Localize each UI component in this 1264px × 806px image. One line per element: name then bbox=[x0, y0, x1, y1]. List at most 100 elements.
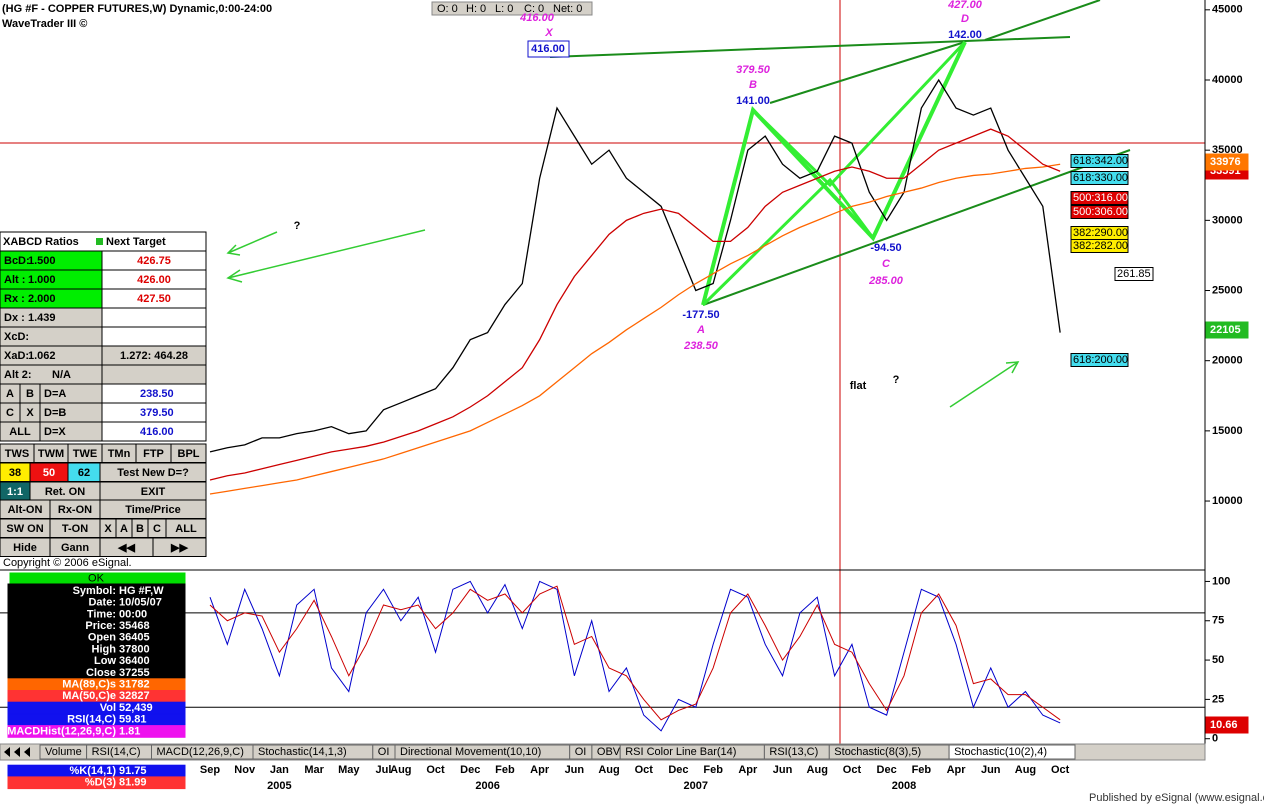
tab-label[interactable]: Stochastic(8(3),5) bbox=[834, 746, 921, 758]
data-label: Date: bbox=[88, 597, 116, 609]
abcd-legs bbox=[701, 41, 967, 306]
tab-scroll[interactable] bbox=[24, 747, 30, 757]
button-label[interactable]: SW ON bbox=[6, 523, 43, 535]
button-label[interactable]: Alt-ON bbox=[8, 504, 43, 516]
button-label[interactable]: ALL bbox=[175, 523, 197, 535]
button-label[interactable]: EXIT bbox=[141, 486, 166, 498]
data-label: Open bbox=[88, 632, 116, 644]
button-label[interactable]: Time/Price bbox=[125, 504, 180, 516]
tab-label[interactable]: OI bbox=[378, 746, 390, 758]
button-label[interactable]: TWS bbox=[5, 448, 29, 460]
ac-line bbox=[702, 149, 1131, 306]
x-tick-label: May bbox=[338, 764, 360, 776]
button-label[interactable]: Rx-ON bbox=[58, 504, 92, 516]
data-label: MACDHist(12,26,9,C) bbox=[7, 725, 116, 737]
target-button-label[interactable]: B bbox=[26, 388, 34, 400]
tab-scroll[interactable] bbox=[4, 747, 10, 757]
target-button-label[interactable]: ALL bbox=[9, 426, 31, 438]
tab-label[interactable]: OBV bbox=[597, 746, 621, 758]
button-label[interactable]: TMn bbox=[108, 448, 131, 460]
button-label[interactable]: BPL bbox=[178, 448, 200, 460]
button-label[interactable]: Gann bbox=[61, 542, 89, 554]
x-tick-label: Apr bbox=[738, 764, 758, 776]
x-tick-label: Jun bbox=[773, 764, 793, 776]
year-label: 2008 bbox=[892, 780, 916, 792]
year-label: 2006 bbox=[475, 780, 499, 792]
pattern-label: -177.50 bbox=[682, 309, 719, 321]
tab-label[interactable]: Stochastic(14,1,3) bbox=[258, 746, 347, 758]
button[interactable] bbox=[152, 537, 207, 557]
chart-subtitle: WaveTrader III © bbox=[2, 18, 87, 30]
x-tick-label: Aug bbox=[807, 764, 828, 776]
pattern-label: -94.50 bbox=[870, 242, 901, 254]
button-label[interactable]: TWE bbox=[73, 448, 97, 460]
button-label[interactable]: Test New D=? bbox=[117, 467, 189, 479]
y-tick-label: 100 bbox=[1212, 575, 1230, 587]
note: ? bbox=[294, 220, 301, 232]
status-bar bbox=[431, 1, 593, 16]
button-label[interactable]: ▶▶ bbox=[170, 542, 188, 554]
data-label: RSI(14,C) bbox=[67, 714, 116, 726]
button-label[interactable]: TWM bbox=[38, 448, 64, 460]
footer: Published by eSignal (www.esignal.com) bbox=[1089, 792, 1264, 804]
tab-label[interactable]: RSI(14,C) bbox=[92, 746, 141, 758]
pattern-lines bbox=[549, 0, 1131, 306]
tab-scroll[interactable] bbox=[14, 747, 20, 757]
data-label: Time: bbox=[87, 608, 116, 620]
ratio-label: Rx : bbox=[4, 293, 25, 305]
button-label[interactable]: 1:1 bbox=[7, 486, 23, 498]
price-line bbox=[209, 128, 1061, 481]
year-label: 2005 bbox=[267, 780, 291, 792]
tab-label[interactable]: Stochastic(10(2),4) bbox=[954, 746, 1047, 758]
button-label[interactable]: FTP bbox=[143, 448, 164, 460]
data-label: Vol bbox=[100, 702, 116, 714]
button-label[interactable]: 62 bbox=[78, 467, 90, 479]
status-field: L: 0 bbox=[495, 3, 513, 15]
ratio-label: XcD: bbox=[4, 331, 29, 343]
x-tick-label: Sep bbox=[200, 764, 220, 776]
pattern-label: B bbox=[749, 79, 757, 91]
target-button-label[interactable]: D=X bbox=[44, 426, 66, 438]
fib-label: 618:330.00 bbox=[1073, 172, 1128, 184]
fib-box bbox=[1070, 239, 1129, 253]
label-box bbox=[527, 40, 570, 58]
button-label[interactable]: 38 bbox=[9, 467, 21, 479]
data-value: 31782 bbox=[119, 679, 150, 691]
data-value: 35468 bbox=[119, 620, 150, 632]
button-label[interactable]: T-ON bbox=[62, 523, 88, 535]
button-label[interactable]: 50 bbox=[43, 467, 55, 479]
tab-label[interactable]: Volume bbox=[45, 746, 82, 758]
target-button-label[interactable]: D=A bbox=[44, 388, 66, 400]
stoch-line bbox=[209, 580, 1061, 732]
fib-label: 261.85 bbox=[1117, 268, 1151, 280]
button-label[interactable]: ◀◀ bbox=[117, 542, 135, 554]
button-label[interactable]: Hide bbox=[13, 542, 37, 554]
button-label[interactable]: B bbox=[136, 523, 144, 535]
target-button-label[interactable]: A bbox=[6, 388, 14, 400]
target-button-label[interactable]: X bbox=[26, 407, 34, 419]
pattern-label: 416.00 bbox=[519, 12, 555, 24]
button-label[interactable]: X bbox=[104, 523, 112, 535]
button-label[interactable]: Ret. ON bbox=[45, 486, 85, 498]
ratio-value: 1.000 bbox=[28, 274, 56, 286]
target-button-label[interactable]: D=B bbox=[44, 407, 66, 419]
tab-label[interactable]: RSI Color Line Bar(14) bbox=[625, 746, 736, 758]
button-label[interactable]: C bbox=[153, 523, 161, 535]
note: ? bbox=[893, 374, 900, 386]
target-button-label[interactable]: C bbox=[6, 407, 14, 419]
data-row bbox=[7, 701, 186, 715]
pattern-label: 142.00 bbox=[948, 29, 982, 41]
tab[interactable] bbox=[948, 744, 1076, 760]
tab-label[interactable]: Directional Movement(10,10) bbox=[400, 746, 541, 758]
price-flag bbox=[1205, 321, 1249, 339]
x-tick-label: Nov bbox=[234, 764, 256, 776]
data-value: 52,439 bbox=[119, 702, 153, 714]
tab-label[interactable]: RSI(13,C) bbox=[769, 746, 818, 758]
button-label[interactable]: A bbox=[120, 523, 128, 535]
tab-label[interactable]: OI bbox=[575, 746, 587, 758]
stoch-line bbox=[209, 585, 1061, 721]
x-tick-label: Jul bbox=[376, 764, 392, 776]
tab-label[interactable]: MACD(12,26,9,C) bbox=[157, 746, 244, 758]
pattern-label: 285.00 bbox=[868, 275, 904, 287]
copyright: Copyright © 2006 eSignal. bbox=[3, 557, 132, 569]
